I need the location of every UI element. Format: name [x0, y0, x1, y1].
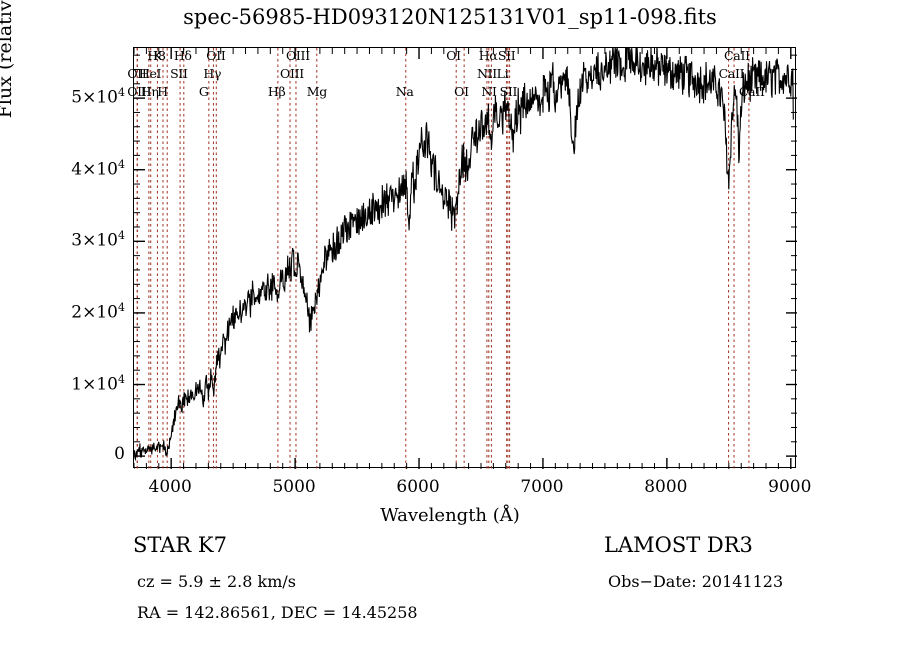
y-tick-label: 0 [114, 444, 125, 465]
y-tick-label: 4×104 [71, 157, 125, 180]
line-marker-group [136, 48, 750, 469]
x-tick-label: 7000 [520, 477, 564, 497]
spectral-line-label: Hη [140, 84, 159, 99]
spectral-line-label: H8 [147, 48, 166, 63]
spectral-line-label: CaII [724, 48, 750, 63]
x-tick-label: 4000 [148, 477, 192, 497]
spectral-line-label: H [157, 84, 168, 99]
spectral-line-label: NII [476, 66, 497, 81]
spectral-line-label: Hγ [203, 66, 222, 81]
spectral-line-label: OIII [285, 48, 310, 63]
spectral-line-label: Na [395, 84, 414, 99]
object-class: STAR K7 [133, 533, 227, 557]
x-tick-label: 8000 [644, 477, 688, 497]
y-tick-label: 3×104 [71, 229, 125, 251]
y-tick-label: 5×104 [71, 86, 125, 108]
x-tick-label: 6000 [396, 477, 440, 497]
spectral-line-label: SII [170, 66, 188, 81]
spectral-line-label: CaII [738, 84, 765, 99]
x-tick-label: 5000 [272, 477, 316, 497]
spectral-line-label: Hδ [173, 48, 192, 63]
spectral-line-label: K [152, 48, 163, 63]
spectral-line-label: G [198, 84, 209, 99]
coordinates: RA = 142.86561, DEC = 14.45258 [137, 603, 418, 622]
spectral-line-label: OI [454, 84, 469, 99]
x-axis-title: Wavelength (Å) [380, 505, 520, 526]
y-tick-label: 1×104 [71, 372, 125, 395]
spectral-line-label: Hα [478, 48, 498, 63]
redshift-value: cz = 5.9 ± 2.8 km/s [137, 572, 296, 591]
y-axis-title: Flux (relative) [0, 0, 16, 119]
spectrum-plot [133, 42, 797, 469]
spectral-line-label: Li [496, 66, 509, 81]
spectral-line-label: NI [481, 84, 497, 99]
plot-canvas [133, 42, 797, 469]
spectral-line-label: OIII [127, 84, 152, 99]
page-title: spec-56985-HD093120N125131V01_sp11-098.f… [183, 5, 717, 29]
spectral-line-label: OII [206, 48, 226, 63]
spectral-line-label: CaII [718, 66, 745, 81]
spectrum-trace [133, 42, 794, 462]
spectral-line-label: Hβ [267, 84, 286, 99]
spectral-line-label: SII [499, 84, 518, 99]
survey-label: LAMOST DR3 [604, 533, 753, 557]
spectral-line-label: SII [497, 48, 516, 63]
spectral-line-label: Mg [306, 84, 328, 99]
spectral-line-label: OII [127, 66, 147, 81]
spectral-line-label: OIII [280, 66, 304, 81]
spectral-line-label: OI [446, 48, 461, 63]
obs-date: Obs−Date: 20141123 [608, 572, 784, 591]
y-tick-label: 2×104 [71, 300, 125, 323]
x-tick-label: 9000 [768, 477, 812, 497]
spectral-line-label: HeI [138, 66, 162, 81]
